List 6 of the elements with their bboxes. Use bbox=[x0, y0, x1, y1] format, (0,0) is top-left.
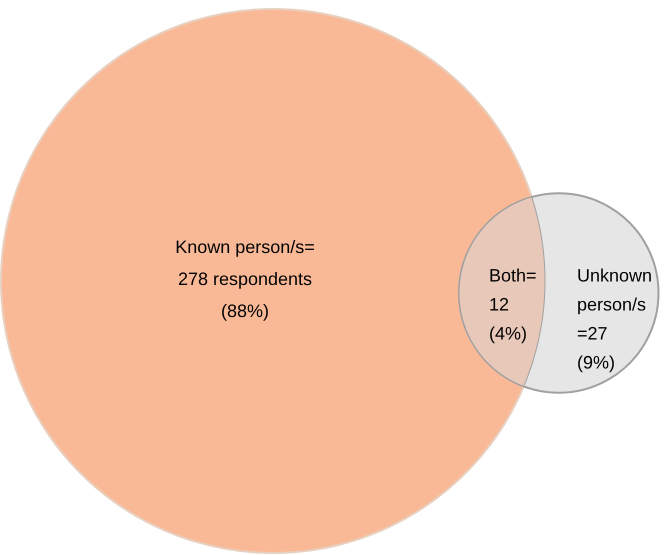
data-label: 278 respondents (88%) bbox=[178, 269, 312, 321]
data-label: 12 (4%) bbox=[489, 294, 528, 344]
category-label: Known person/s= bbox=[175, 237, 315, 257]
category-label: Unknown person/s bbox=[577, 266, 652, 314]
data-label: =27 (9%) bbox=[577, 324, 616, 372]
category-label: Both= bbox=[489, 266, 537, 286]
